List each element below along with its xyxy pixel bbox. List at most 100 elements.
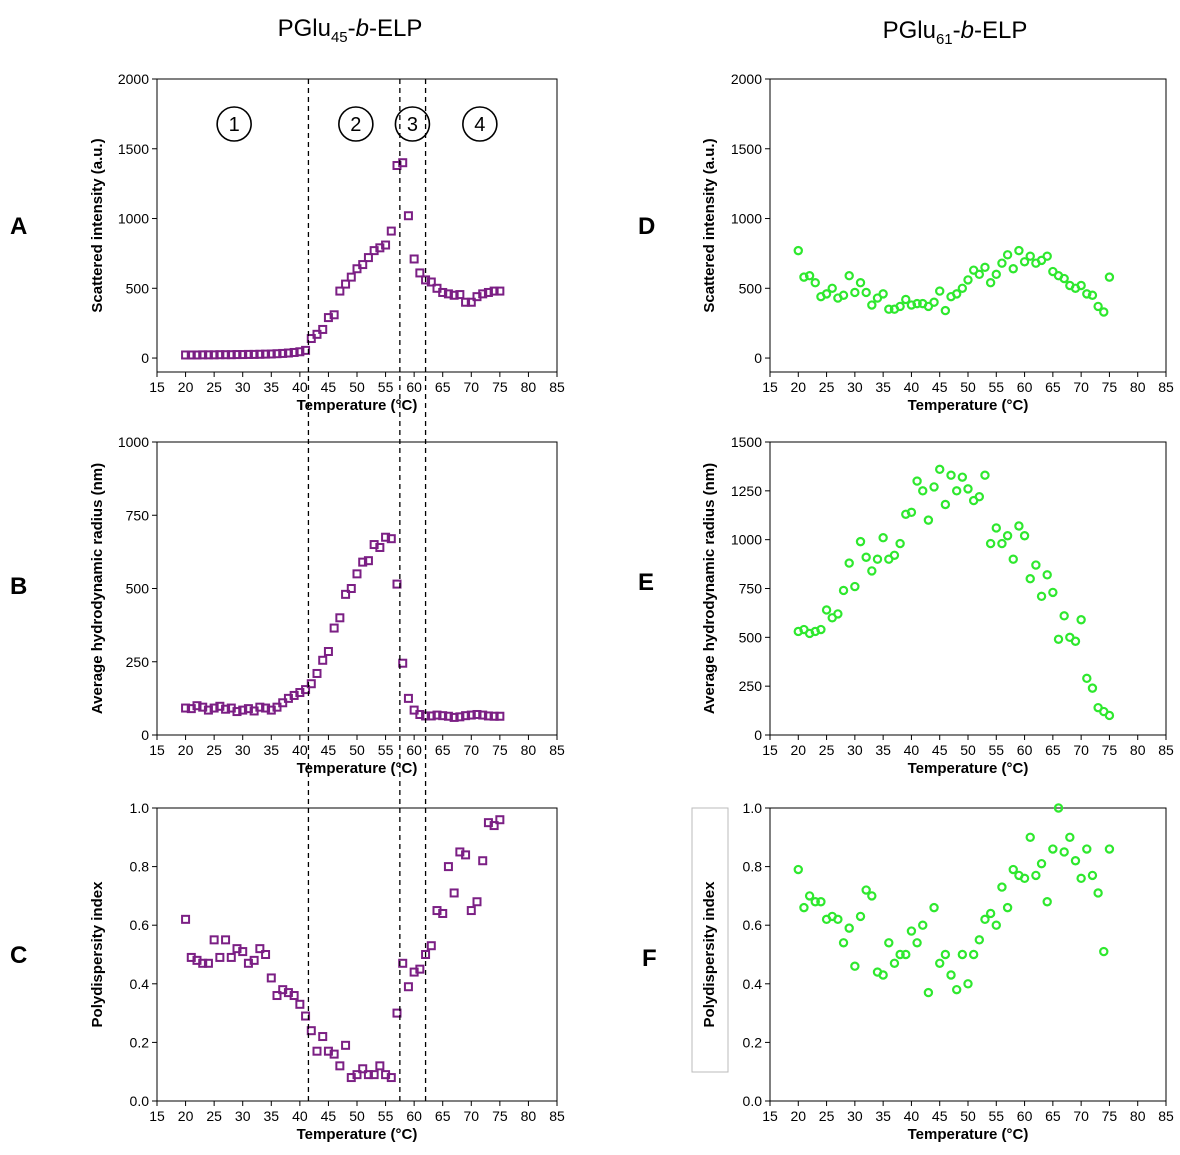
data-point <box>209 703 219 713</box>
x-tick-label: 45 <box>932 379 948 395</box>
y-tick-label: 1.0 <box>743 800 763 816</box>
data-point <box>991 269 1001 280</box>
data-point <box>838 585 849 596</box>
data-point <box>466 906 476 916</box>
data-point <box>912 938 922 948</box>
x-tick-label: 70 <box>463 379 479 395</box>
x-tick-label: 80 <box>1130 742 1146 758</box>
data-point <box>957 472 968 482</box>
data-point <box>255 349 265 359</box>
x-tick-label: 20 <box>178 742 194 758</box>
data-point <box>1019 257 1030 267</box>
data-point <box>951 984 962 995</box>
x-tick-label: 35 <box>875 742 891 758</box>
data-point <box>1014 521 1024 531</box>
data-point <box>249 955 259 965</box>
data-point <box>838 290 849 300</box>
data-point <box>203 350 213 360</box>
data-point <box>221 704 231 714</box>
y-label-box-f <box>691 807 729 1073</box>
data-point <box>810 897 820 907</box>
y-tick-label: 500 <box>126 581 150 597</box>
data-point <box>929 482 939 492</box>
region-label-3: 3 <box>394 106 431 142</box>
plot-panels: 15 20 25 30 35 40 45 50 55 60 65 70 75 80 850500100015… <box>89 71 1174 1143</box>
panel-letter-f: F <box>642 945 657 972</box>
data-point <box>323 646 333 656</box>
data-point <box>963 979 973 989</box>
data-point <box>793 245 803 256</box>
data-point <box>341 1040 351 1050</box>
data-point <box>443 862 453 872</box>
region-circle <box>338 106 374 142</box>
data-point <box>1082 289 1092 299</box>
data-point <box>974 935 985 945</box>
data-point <box>1008 864 1018 875</box>
x-tick-label: 75 <box>492 742 508 758</box>
x-tick-label: 25 <box>206 742 222 758</box>
x-tick-label: 85 <box>549 742 565 758</box>
y-tick-label: 1000 <box>731 532 762 548</box>
data-point <box>974 491 985 502</box>
data-point <box>1093 888 1103 898</box>
data-point <box>1002 531 1013 541</box>
data-point <box>1087 290 1098 300</box>
data-point <box>878 289 888 299</box>
data-point <box>346 584 356 593</box>
x-tick-label: 25 <box>819 742 835 758</box>
data-point <box>403 211 413 221</box>
data-point <box>403 982 413 992</box>
x-tick-label: 35 <box>263 379 279 395</box>
x-axis-title: Temperature (°C) <box>297 1126 418 1143</box>
y-tick-label: 250 <box>126 654 150 670</box>
data-point <box>209 350 219 360</box>
data-point <box>466 710 476 720</box>
data-point <box>181 703 191 713</box>
data-point <box>1070 636 1081 646</box>
x-tick-label: 20 <box>790 379 806 395</box>
data-point <box>232 707 242 717</box>
data-point <box>438 711 448 721</box>
data-point <box>438 908 448 918</box>
data-point <box>478 710 488 720</box>
data-point <box>192 701 202 711</box>
x-tick-label: 60 <box>1017 379 1033 395</box>
data-point <box>489 821 499 831</box>
x-tick-label: 50 <box>960 1108 976 1124</box>
data-point <box>1019 531 1030 541</box>
y-tick-label: 2000 <box>731 71 762 87</box>
data-point <box>329 623 339 633</box>
x-tick-label: 30 <box>235 379 251 395</box>
x-tick-label: 15 <box>762 742 778 758</box>
data-point <box>312 329 322 339</box>
data-point <box>438 287 448 297</box>
data-point <box>455 712 465 722</box>
x-tick-label: 65 <box>1045 379 1061 395</box>
data-point <box>238 947 248 957</box>
region-number: 1 <box>229 114 240 136</box>
data-point <box>261 703 271 713</box>
data-point <box>312 1046 322 1056</box>
data-point <box>318 655 328 665</box>
data-point <box>861 885 871 895</box>
y-tick-label: 1000 <box>731 211 762 227</box>
x-tick-label: 25 <box>206 1108 222 1124</box>
data-point <box>946 970 956 980</box>
data-point <box>375 1061 385 1071</box>
data-point <box>1099 946 1109 957</box>
x-axis-title: Temperature (°C) <box>908 397 1029 414</box>
data-point <box>272 991 282 1001</box>
x-tick-label: 30 <box>847 742 863 758</box>
data-point <box>243 704 253 714</box>
data-point <box>381 532 391 542</box>
region-label-1: 1 <box>216 106 252 142</box>
data-point <box>940 949 951 960</box>
y-tick-label: 0 <box>754 350 762 366</box>
x-tick-label: 50 <box>349 1108 365 1124</box>
data-point <box>1008 554 1018 564</box>
data-point <box>906 300 917 310</box>
data-point <box>483 711 493 721</box>
data-point <box>867 891 877 901</box>
data-point <box>318 324 328 334</box>
